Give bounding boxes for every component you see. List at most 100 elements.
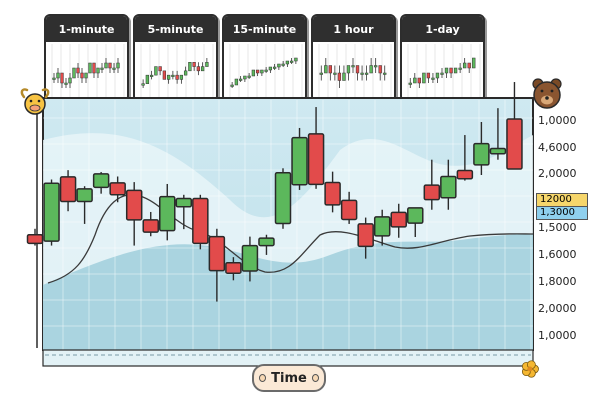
candle-bullish — [159, 195, 176, 232]
mini-candle — [453, 67, 458, 74]
mini-candle — [342, 72, 346, 81]
y-tick-label: 1,8000 — [538, 275, 577, 288]
mini-chart — [135, 42, 216, 100]
mini-candle — [426, 72, 431, 79]
mini-candle — [196, 66, 201, 72]
candle-bullish — [274, 172, 292, 225]
timeframe-card-1-day[interactable]: 1-day — [400, 14, 485, 102]
mini-candle — [108, 62, 112, 69]
mini-candle — [162, 70, 167, 80]
mini-candle — [76, 67, 80, 74]
mini-candle — [192, 62, 196, 67]
label-dot — [259, 374, 267, 382]
bear-snout — [541, 95, 553, 105]
mini-candle — [145, 74, 150, 84]
candle-bullish — [373, 216, 391, 237]
candle-bullish — [407, 207, 424, 224]
mini-candle — [351, 65, 355, 68]
mini-candle — [60, 72, 64, 84]
mini-candle — [472, 57, 476, 69]
mini-candle — [179, 74, 184, 80]
mini-chart-bg — [46, 42, 127, 100]
candle-bullish — [489, 147, 507, 155]
mini-candle — [154, 66, 158, 76]
mini-candle — [444, 67, 449, 74]
candle-bullish — [43, 182, 60, 242]
candle-bearish — [357, 223, 374, 248]
y-tick-label: 4,6000 — [538, 141, 577, 154]
bull-horns — [20, 88, 50, 99]
timeframe-card-15-minute[interactable]: 15-minute — [222, 14, 307, 102]
mini-candle — [324, 65, 328, 74]
mini-chart — [224, 42, 305, 100]
mini-candle — [383, 72, 387, 75]
candle-bullish — [473, 142, 490, 166]
mini-candle — [243, 75, 247, 80]
timeframe-label: 1 hour — [313, 16, 394, 42]
bull-eye — [29, 99, 33, 103]
bull-icon — [20, 88, 50, 115]
mini-candle — [188, 62, 192, 72]
candle-bearish — [506, 118, 523, 170]
bull-snout — [29, 104, 41, 112]
candle-bullish — [92, 173, 110, 189]
mini-candle — [360, 72, 364, 75]
timeframe-label: 1-minute — [46, 16, 127, 42]
candle-bearish — [109, 182, 126, 196]
mini-candle — [294, 57, 298, 62]
bear-nose — [545, 96, 549, 100]
mini-candle — [463, 62, 467, 69]
candle-bullish — [258, 237, 275, 247]
flower-center — [527, 366, 533, 372]
mini-candle — [255, 69, 260, 74]
mini-candle — [467, 62, 471, 69]
bull-eye — [37, 99, 41, 103]
mini-candle — [158, 66, 162, 72]
y-tick-label: 2,0000 — [538, 167, 577, 180]
candle-bullish — [175, 197, 193, 208]
candle-bullish — [291, 136, 308, 186]
x-axis-title: Time — [271, 370, 307, 386]
mini-candle — [440, 72, 444, 75]
mini-candle — [80, 72, 84, 79]
mini-candle — [183, 70, 188, 76]
candle-bullish — [76, 188, 93, 203]
mini-candle — [251, 69, 256, 77]
mini-candle — [247, 75, 251, 78]
y-tick-label: 1,5000 — [538, 221, 577, 234]
candle-bearish — [142, 219, 159, 233]
candle-bearish — [307, 133, 325, 186]
candle-bearish — [26, 234, 44, 245]
candles — [26, 82, 523, 302]
timeframe-label: 1-day — [402, 16, 483, 42]
mini-candle — [260, 69, 264, 74]
bear-head — [533, 81, 561, 109]
mini-candle — [333, 72, 337, 75]
timeframe-card-1-minute[interactable]: 1-minute — [44, 14, 129, 102]
candle-bearish — [208, 235, 226, 272]
chart-background — [36, 97, 534, 367]
timeframe-label: 15-minute — [224, 16, 305, 42]
label-dot — [311, 374, 319, 382]
price-tag: 12000 — [536, 193, 588, 207]
mini-candle — [355, 65, 360, 74]
mini-candle — [100, 67, 104, 70]
mini-candle — [328, 65, 332, 74]
candle-bearish — [225, 262, 242, 274]
candle-bearish — [456, 169, 474, 180]
y-tick-label: 2,0000 — [538, 302, 577, 315]
mini-candle — [96, 67, 100, 74]
bear-eye — [540, 89, 544, 93]
mini-candle — [171, 74, 175, 77]
mini-candle — [449, 67, 453, 74]
candle-bearish — [192, 197, 209, 245]
price-tag: 1,3000 — [536, 206, 588, 220]
bear-eye — [550, 89, 554, 93]
mini-candle — [374, 65, 378, 68]
flower-icon — [521, 360, 539, 378]
mini-candle — [431, 77, 435, 80]
mini-candle — [72, 67, 76, 79]
mini-candle — [175, 74, 179, 80]
mini-candle — [435, 72, 440, 79]
mini-candle — [230, 84, 234, 87]
